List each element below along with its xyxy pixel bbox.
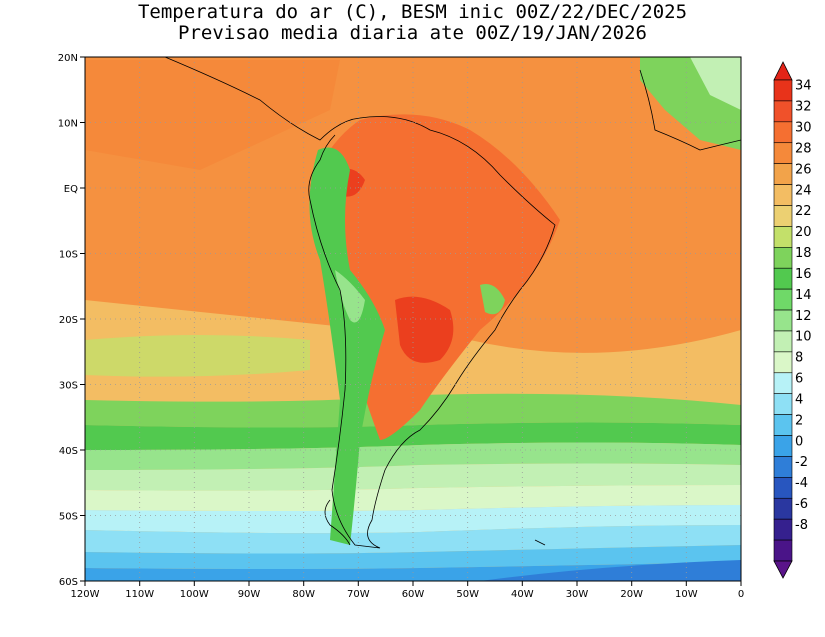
- lon-label-70w: 70W: [347, 589, 370, 600]
- colorbar-swatch: [773, 184, 793, 206]
- lat-tick-marks: [80, 56, 85, 582]
- lon-label-10w: 10W: [675, 589, 698, 600]
- colorbar-label: 14: [795, 288, 812, 303]
- lon-label-20w: 20W: [620, 589, 643, 600]
- colorbar-label: 6: [795, 372, 803, 387]
- lon-label-120w: 120W: [71, 589, 100, 600]
- colorbar-bottom-arrow: [773, 560, 793, 579]
- lon-tick-labels: 120W 110W 100W 90W 80W 70W 60W 50W 40W 3…: [71, 589, 745, 600]
- colorbar-swatch: [773, 100, 793, 123]
- colorbar-swatch: [773, 518, 793, 541]
- lat-label-10n: 10N: [58, 119, 78, 130]
- colorbar-swatch: [773, 205, 793, 227]
- lon-label-40w: 40W: [511, 589, 534, 600]
- colorbar-label: 18: [795, 246, 812, 261]
- colorbar-swatch: [773, 456, 793, 478]
- colorbar-label: 30: [795, 121, 812, 136]
- map-title: Temperatura do ar (C), BESM inic 00Z/22/…: [0, 2, 825, 44]
- lon-label-30w: 30W: [566, 589, 589, 600]
- colorbar-label: -8: [795, 518, 808, 533]
- colorbar-swatch: [773, 121, 793, 144]
- colorbar-swatch: [773, 309, 793, 332]
- lat-label-60s: 60S: [59, 577, 78, 588]
- colorbar-label: 16: [795, 267, 812, 282]
- colorbar-swatch: [773, 330, 793, 353]
- title-line-2: Previsao media diaria ate 00Z/19/JAN/202…: [178, 22, 647, 44]
- lon-label-60w: 60W: [402, 589, 425, 600]
- title-line-1: Temperatura do ar (C), BESM inic 00Z/22/…: [137, 1, 688, 23]
- colorbar-swatch: [773, 372, 793, 394]
- colorbar-swatch: [773, 393, 793, 415]
- colorbar-label: 26: [795, 162, 812, 177]
- colorbar-swatch: [773, 288, 793, 311]
- lat-label-20n: 20N: [58, 53, 78, 64]
- lon-label-100w: 100W: [180, 589, 209, 600]
- colorbar-swatch: [773, 247, 793, 269]
- lat-label-30s: 30S: [59, 381, 78, 392]
- colorbar-label: 20: [795, 225, 812, 240]
- colorbar-label: -6: [795, 497, 808, 512]
- colorbar-label: -4: [795, 476, 808, 491]
- colorbar-swatch: [773, 142, 793, 164]
- colorbar-swatches: [773, 79, 793, 562]
- lon-label-80w: 80W: [292, 589, 315, 600]
- colorbar-label: 2: [795, 413, 803, 428]
- colorbar-label: 0: [795, 434, 803, 449]
- colorbar-swatch: [773, 497, 793, 520]
- lat-label-20s: 20S: [59, 315, 78, 326]
- coastlines: [164, 56, 742, 549]
- colorbar-label: 34: [795, 79, 812, 94]
- colorbar-label: 24: [795, 183, 812, 198]
- colorbar-label: 8: [795, 351, 803, 366]
- colorbar-label: 4: [795, 392, 803, 407]
- colorbar-swatch: [773, 79, 793, 102]
- colorbar-top-arrow: [773, 61, 793, 81]
- colorbar-swatch: [773, 163, 793, 185]
- colorbar-label: 22: [795, 204, 812, 219]
- colorbar-swatch: [773, 477, 793, 499]
- colorbar-label: -2: [795, 455, 808, 470]
- colorbar-swatch: [773, 226, 793, 248]
- lat-label-eq: EQ: [64, 184, 78, 195]
- lon-label-50w: 50W: [456, 589, 479, 600]
- lat-label-10s: 10S: [59, 250, 78, 261]
- colorbar-label: 32: [795, 100, 812, 115]
- colorbar-swatch: [773, 351, 793, 374]
- colorbar-swatch: [773, 539, 793, 562]
- lat-label-40s: 40S: [59, 446, 78, 457]
- colorbar-swatch: [773, 267, 793, 290]
- lat-label-50s: 50S: [59, 512, 78, 523]
- colorbar-swatch: [773, 435, 793, 457]
- colorbar-label: 10: [795, 330, 812, 345]
- lon-label-0: 0: [738, 589, 744, 600]
- lon-label-90w: 90W: [238, 589, 261, 600]
- lon-label-110w: 110W: [125, 589, 154, 600]
- lon-tick-marks: [84, 581, 742, 586]
- lat-tick-labels: 20N 10N EQ 10S 20S 30S 40S 50S 60S: [58, 53, 78, 588]
- colorbar-label: 12: [795, 309, 812, 324]
- colorbar-swatch: [773, 414, 793, 436]
- colorbar-label: 28: [795, 141, 812, 156]
